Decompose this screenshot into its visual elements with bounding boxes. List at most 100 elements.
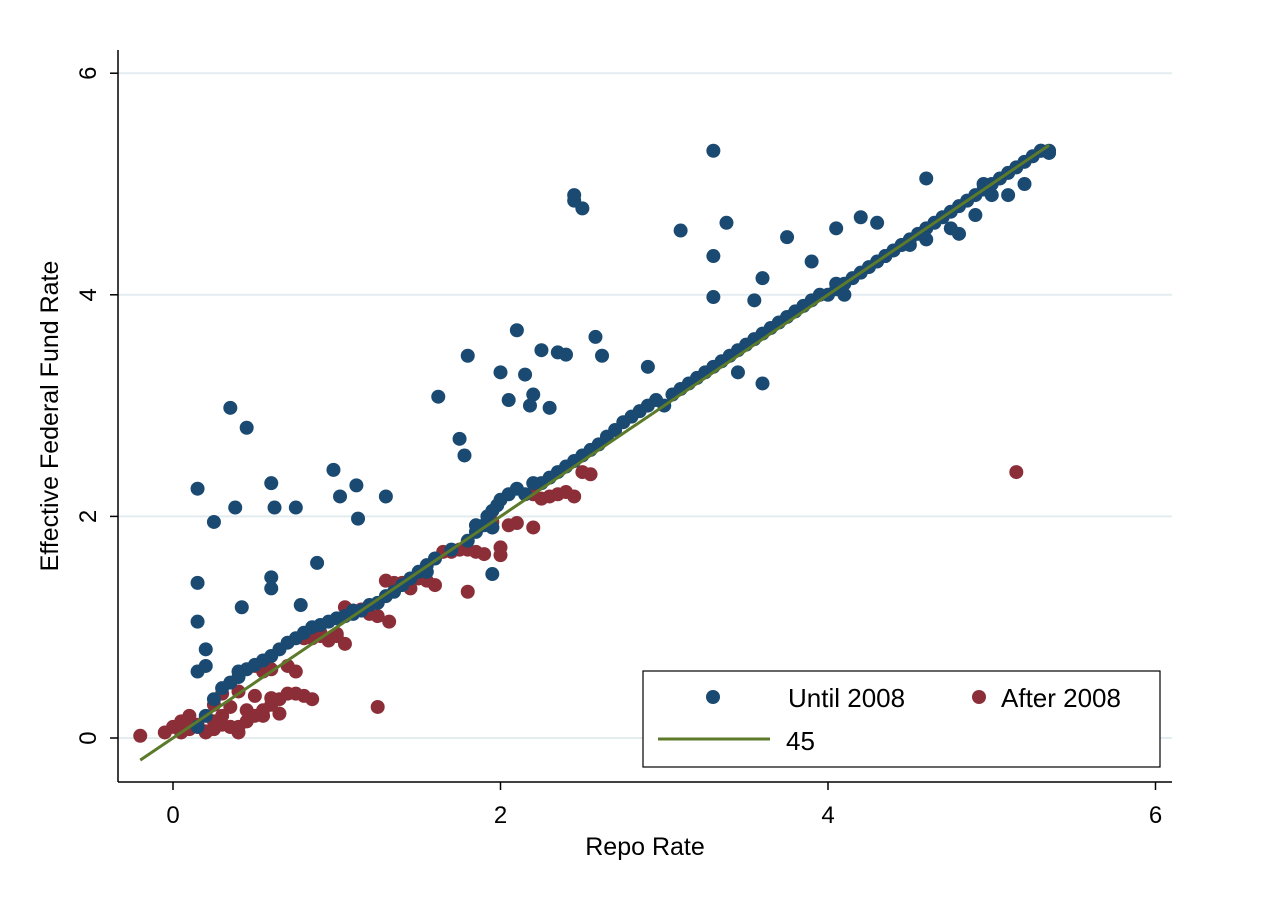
legend-marker-until-2008	[706, 690, 720, 704]
until-2008-point	[190, 664, 205, 679]
until-2008-point	[333, 489, 348, 504]
y-ticks: 0 2 4 6	[75, 67, 118, 745]
until-2008-point	[919, 171, 934, 186]
y-tick-label: 0	[75, 731, 102, 744]
until-2008-point	[206, 514, 221, 529]
until-2008-point	[870, 215, 885, 230]
until-2008-point	[706, 249, 721, 264]
after-2008-point	[182, 708, 197, 723]
until-2008-point	[267, 500, 282, 515]
after-2008-point	[460, 584, 475, 599]
after-2008-point	[382, 614, 397, 629]
series-45-line	[139, 143, 1050, 762]
after-2008-point	[550, 487, 565, 502]
until-2008-point	[719, 215, 734, 230]
until-2008-point	[706, 143, 721, 158]
until-2008-point	[239, 420, 254, 435]
after-2008-point	[337, 636, 352, 651]
axes	[117, 50, 1172, 783]
until-2008-point	[984, 188, 999, 203]
until-2008-point	[264, 476, 279, 491]
until-2008-point	[755, 376, 770, 391]
until-2008-point	[640, 359, 655, 374]
x-ticks: 0 2 4 6	[166, 782, 1162, 829]
until-2008-point	[326, 462, 341, 477]
after-2008-point	[272, 706, 287, 721]
after-2008-point	[223, 699, 238, 714]
until-2008-point	[231, 664, 246, 679]
until-2008-point	[190, 481, 205, 496]
after-2008-point	[509, 516, 524, 531]
after-2008-point	[215, 717, 230, 732]
x-tick-label: 2	[494, 802, 507, 829]
until-2008-point	[1001, 188, 1016, 203]
until-2008-point	[190, 575, 205, 590]
until-2008-point	[952, 226, 966, 241]
line-45	[139, 143, 1050, 762]
until-2008-point	[460, 348, 475, 363]
after-2008-point	[239, 703, 254, 718]
legend-label-45: 45	[786, 726, 815, 756]
x-tick-label: 6	[1149, 802, 1162, 829]
until-2008-point	[780, 230, 795, 245]
y-tick-label: 2	[75, 510, 102, 523]
until-2008-point	[509, 323, 524, 338]
until-2008-point	[829, 221, 844, 236]
until-2008-point	[1017, 177, 1032, 191]
after-2008-point	[247, 688, 262, 703]
y-axis-title: Effective Federal Fund Rate	[36, 261, 64, 572]
legend-label-until-2008: Until 2008	[788, 683, 905, 713]
until-2008-point	[919, 232, 934, 247]
x-tick-label: 0	[166, 802, 179, 829]
after-2008-point	[526, 520, 541, 535]
after-2008-point	[468, 544, 483, 559]
after-2008-point	[567, 489, 582, 504]
after-2008-point	[288, 664, 303, 679]
y-tick-label: 6	[75, 67, 102, 80]
until-2008-point	[706, 290, 721, 305]
until-2008-point	[493, 365, 508, 380]
until-2008-point	[264, 570, 279, 585]
x-axis-title: Repo Rate	[585, 833, 705, 861]
until-2008-point	[228, 500, 243, 515]
until-2008-point	[567, 193, 582, 208]
after-2008-point	[370, 699, 385, 714]
until-2008-point	[526, 387, 541, 402]
after-2008-point	[534, 491, 549, 506]
until-2008-point	[853, 210, 868, 225]
until-2008-point	[234, 600, 249, 615]
until-2008-point	[310, 555, 325, 570]
legend-box	[642, 670, 1161, 768]
until-2008-point	[351, 511, 366, 526]
until-2008-point	[431, 389, 446, 404]
until-2008-point	[747, 293, 762, 308]
until-2008-point	[588, 329, 603, 344]
legend: Until 2008 After 2008 45	[642, 670, 1161, 768]
until-2008-point	[468, 518, 483, 533]
until-2008-point	[730, 365, 745, 380]
until-2008-point	[837, 287, 852, 302]
until-2008-point	[534, 343, 549, 358]
until-2008-point	[501, 393, 516, 408]
after-2008-point	[133, 728, 148, 743]
until-2008-point	[198, 642, 213, 657]
until-2008-point	[518, 367, 533, 382]
after-2008-point	[370, 609, 385, 624]
until-2008-point	[206, 692, 221, 707]
x-tick-label: 4	[821, 802, 834, 829]
y-tick-label: 4	[75, 288, 102, 301]
until-2008-point	[349, 478, 364, 493]
after-2008-point	[305, 692, 320, 707]
until-2008-point	[264, 581, 279, 596]
after-2008-point	[1009, 465, 1024, 480]
until-2008-point	[542, 400, 557, 415]
after-2008-point	[264, 691, 279, 706]
until-2008-point	[968, 208, 983, 223]
until-2008-point	[457, 448, 472, 463]
until-2008-point	[1042, 145, 1057, 160]
after-2008-point	[493, 548, 508, 563]
until-2008-point	[755, 271, 770, 286]
after-2008-point	[256, 708, 271, 723]
